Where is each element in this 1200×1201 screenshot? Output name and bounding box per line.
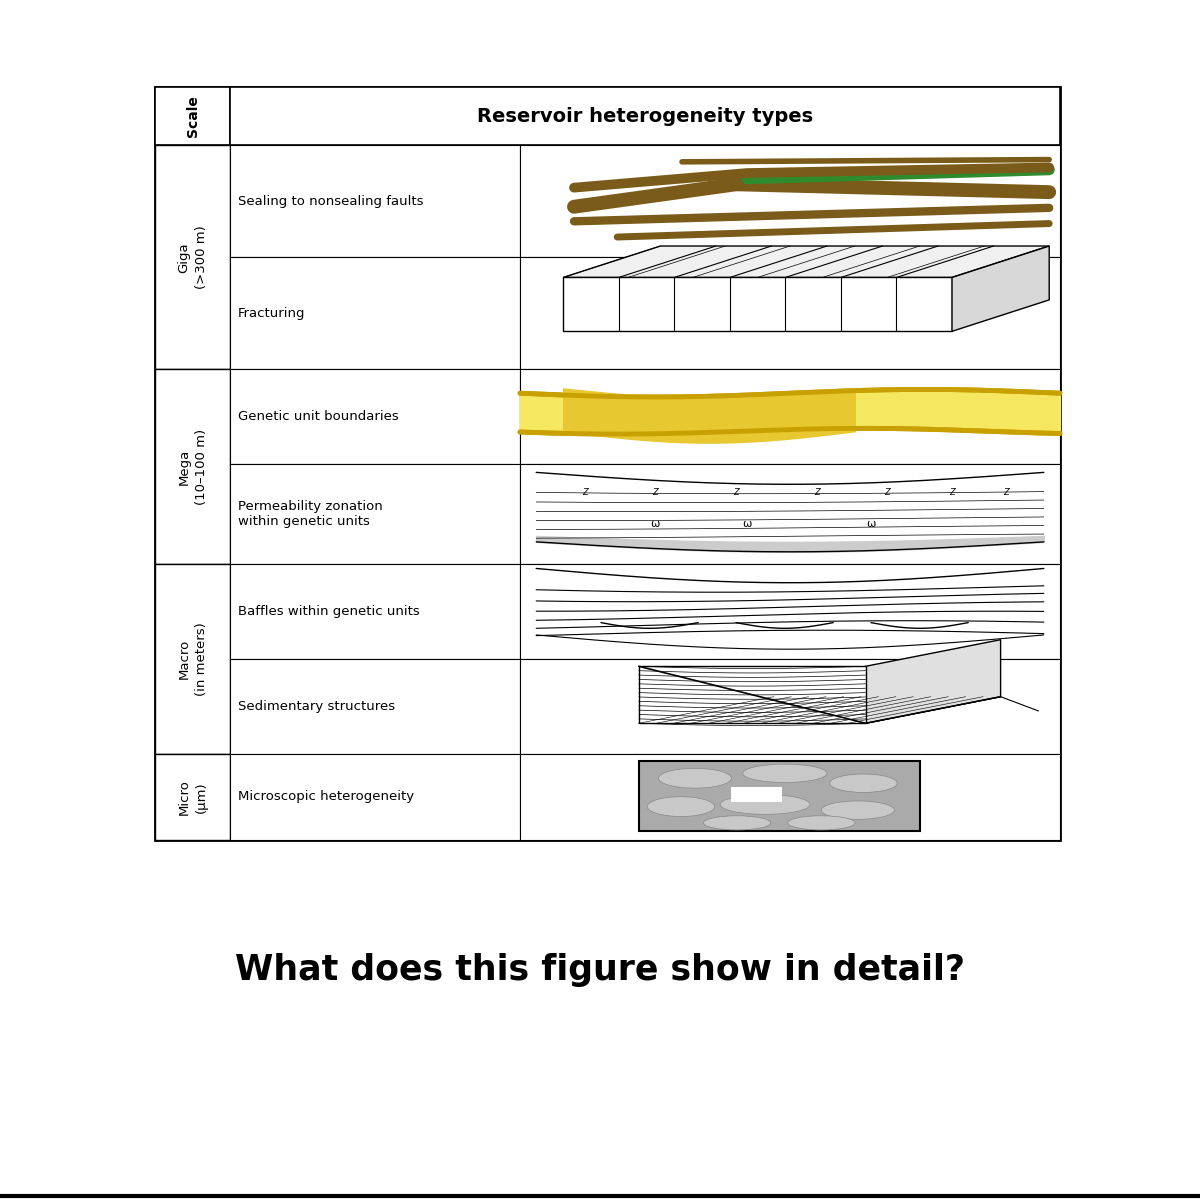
Bar	[155, 563, 230, 754]
Bar	[230, 145, 520, 257]
Text: Z: Z	[814, 488, 820, 497]
Text: Reservoir heterogeneity types: Reservoir heterogeneity types	[476, 107, 814, 125]
Bar	[230, 563, 520, 658]
Text: Baffles within genetic units: Baffles within genetic units	[238, 605, 420, 617]
Text: Z: Z	[582, 488, 588, 497]
Ellipse shape	[829, 773, 898, 793]
Polygon shape	[638, 697, 1001, 723]
Bar	[520, 145, 1060, 257]
Bar	[155, 86, 230, 145]
Text: Sedimentary structures: Sedimentary structures	[238, 700, 395, 712]
Ellipse shape	[720, 795, 810, 814]
Text: What does this figure show in detail?: What does this figure show in detail?	[235, 954, 965, 987]
Polygon shape	[563, 277, 952, 331]
Text: Z: Z	[652, 488, 658, 497]
Bar	[230, 658, 520, 754]
Bar	[520, 563, 1060, 658]
Text: Z: Z	[1003, 488, 1009, 497]
Bar	[230, 465, 520, 563]
Bar	[520, 465, 1060, 563]
Text: Sealing to nonsealing faults: Sealing to nonsealing faults	[238, 195, 424, 208]
Text: Z: Z	[884, 488, 890, 497]
Text: Z: Z	[949, 488, 955, 497]
Text: Micro
(μm): Micro (μm)	[178, 779, 208, 814]
Text: Permeability zonation
within genetic units: Permeability zonation within genetic uni…	[238, 500, 383, 528]
Polygon shape	[952, 246, 1049, 331]
Bar	[230, 86, 1060, 145]
Bar	[230, 754, 520, 839]
Text: Giga
(>300 m): Giga (>300 m)	[178, 226, 208, 289]
Text: Macro
(in meters): Macro (in meters)	[178, 622, 208, 695]
Bar	[155, 145, 230, 370]
Text: Genetic unit boundaries: Genetic unit boundaries	[238, 411, 398, 424]
Bar	[638, 760, 919, 831]
Ellipse shape	[703, 815, 770, 830]
Bar	[230, 257, 520, 370]
Bar	[155, 86, 1060, 839]
Text: Microscopic heterogeneity: Microscopic heterogeneity	[238, 790, 414, 803]
Bar	[732, 788, 782, 801]
Text: Scale: Scale	[186, 95, 199, 137]
Ellipse shape	[821, 801, 894, 819]
Bar	[230, 370, 520, 465]
Ellipse shape	[787, 815, 856, 830]
Text: Z: Z	[733, 488, 739, 497]
Text: Mega
(10–100 m): Mega (10–100 m)	[178, 429, 208, 504]
Text: ω: ω	[650, 519, 660, 528]
Polygon shape	[638, 667, 865, 723]
Ellipse shape	[647, 796, 715, 817]
Polygon shape	[563, 246, 1049, 277]
Bar	[520, 658, 1060, 754]
Ellipse shape	[743, 764, 827, 783]
Polygon shape	[865, 640, 1001, 723]
Bar	[520, 370, 1060, 465]
Text: ω: ω	[866, 519, 876, 528]
Text: ω: ω	[742, 519, 751, 528]
Ellipse shape	[659, 769, 732, 788]
Bar	[520, 754, 1060, 839]
Text: Fracturing: Fracturing	[238, 306, 306, 319]
Bar	[155, 754, 230, 839]
Bar	[520, 257, 1060, 370]
Bar	[155, 370, 230, 563]
